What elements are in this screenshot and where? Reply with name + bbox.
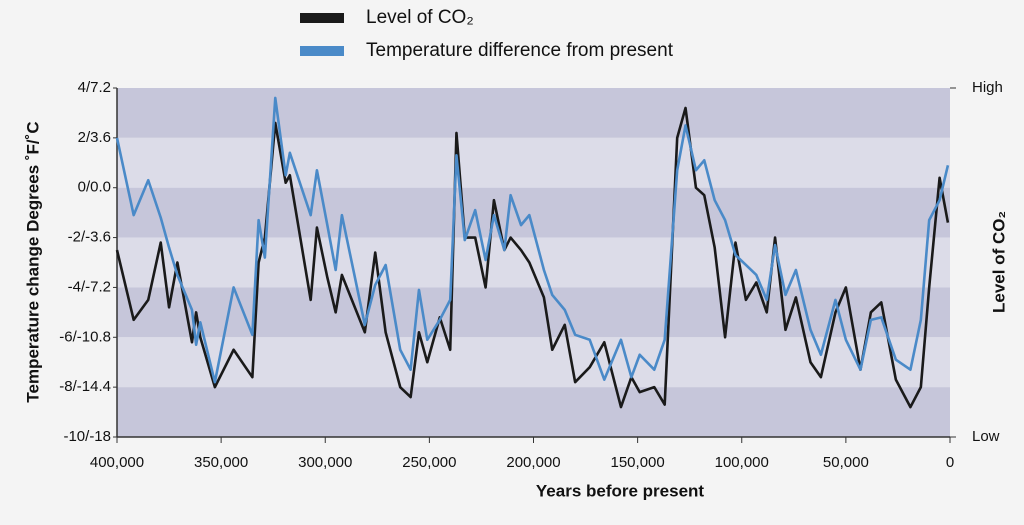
x-tick-label: 150,000 <box>611 454 665 471</box>
legend-label: Temperature difference from present <box>366 40 674 61</box>
grid-band <box>117 137 950 188</box>
x-axis-title: Years before present <box>536 481 705 500</box>
x-tick-label: 0 <box>946 454 954 471</box>
x-tick-label: 250,000 <box>402 454 456 471</box>
y-tick-label: -6/-10.8 <box>59 328 111 345</box>
y-tick-label: -10/-18 <box>63 428 111 445</box>
legend-swatch <box>300 13 344 23</box>
series-line <box>115 96 950 384</box>
y-tick-label: -4/-7.2 <box>68 278 111 295</box>
y-tick-label: -8/-14.4 <box>59 378 111 395</box>
x-tick-label: 50,000 <box>823 454 869 471</box>
x-tick-label: 350,000 <box>194 454 248 471</box>
y2-tick-label: Low <box>972 428 1000 445</box>
y2-axis-title: Level of CO₂ <box>989 211 1008 313</box>
y2-tick-label: High <box>972 79 1003 96</box>
y-axis-title: Temperature change Degrees ˚F/˚C <box>23 121 42 402</box>
grid-band <box>117 237 950 288</box>
y-tick-label: 2/3.6 <box>78 129 111 146</box>
y-tick-label: 0/0.0 <box>78 179 111 196</box>
grid-band <box>117 88 950 138</box>
legend-swatch <box>300 46 344 56</box>
x-tick-label: 400,000 <box>90 454 144 471</box>
x-tick-label: 300,000 <box>298 454 352 471</box>
grid-band <box>117 287 950 338</box>
x-tick-label: 100,000 <box>715 454 769 471</box>
legend-label: Level of CO₂ <box>366 7 474 28</box>
x-tick-label: 200,000 <box>506 454 560 471</box>
grid-band <box>117 387 950 437</box>
y-tick-label: -2/-3.6 <box>68 229 111 246</box>
y-tick-label: 4/7.2 <box>78 79 111 96</box>
